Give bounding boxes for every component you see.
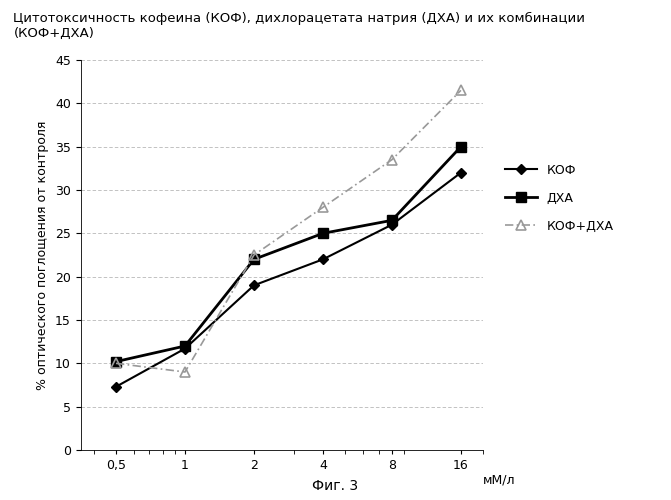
- КОФ+ДХА: [388, 156, 396, 162]
- КОФ+ДХА: [250, 252, 258, 258]
- КОФ: [457, 170, 465, 175]
- КОФ+ДХА: [181, 369, 189, 375]
- ДХА: [457, 144, 465, 150]
- КОФ: [250, 282, 258, 288]
- Line: КОФ: КОФ: [113, 169, 464, 390]
- ДХА: [181, 343, 189, 349]
- КОФ+ДХА: [319, 204, 327, 210]
- КОФ: [112, 384, 120, 390]
- Line: КОФ+ДХА: КОФ+ДХА: [111, 86, 466, 377]
- Legend: КОФ, ДХА, КОФ+ДХА: КОФ, ДХА, КОФ+ДХА: [505, 164, 614, 233]
- Text: Цитотоксичность кофеина (КОФ), дихлорацетата натрия (ДХА) и их комбинации (КОФ+Д: Цитотоксичность кофеина (КОФ), дихлораце…: [13, 12, 585, 40]
- Line: ДХА: ДХА: [111, 142, 466, 366]
- КОФ: [181, 346, 189, 352]
- ДХА: [388, 218, 396, 224]
- Text: Фиг. 3: Фиг. 3: [313, 479, 358, 493]
- КОФ+ДХА: [457, 88, 465, 94]
- КОФ: [319, 256, 327, 262]
- ДХА: [250, 256, 258, 262]
- Y-axis label: % оптического поглощения от контроля: % оптического поглощения от контроля: [36, 120, 50, 390]
- ДХА: [112, 358, 120, 364]
- ДХА: [319, 230, 327, 236]
- КОФ: [388, 222, 396, 228]
- Text: мМ/л: мМ/л: [483, 474, 515, 486]
- КОФ+ДХА: [112, 360, 120, 366]
